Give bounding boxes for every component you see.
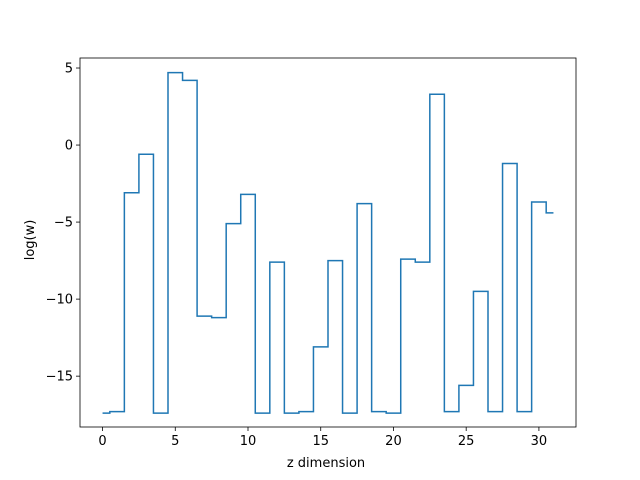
y-tick-label: −5 (54, 216, 73, 231)
series-line (102, 71, 554, 414)
y-tick-label: −10 (46, 293, 73, 308)
y-tick-label: 0 (65, 139, 73, 154)
x-tick-label: 20 (385, 434, 402, 449)
x-tick-label: 25 (458, 434, 475, 449)
y-tick-label: −15 (46, 370, 73, 385)
axes-frame (79, 57, 577, 428)
plot-area (102, 71, 554, 414)
y-tick-label: 5 (65, 62, 73, 77)
x-tick-label: 0 (98, 434, 106, 449)
x-tick-label: 10 (240, 434, 257, 449)
x-tick-label: 30 (531, 434, 548, 449)
axes: 0 5 10 15 20 25 30 −15 −10 −5 0 5 (46, 57, 577, 449)
x-tick-label: 15 (312, 434, 329, 449)
x-axis-label: z dimension (287, 456, 365, 471)
x-tick-label: 5 (171, 434, 179, 449)
y-axis-label: log(w) (23, 220, 38, 261)
